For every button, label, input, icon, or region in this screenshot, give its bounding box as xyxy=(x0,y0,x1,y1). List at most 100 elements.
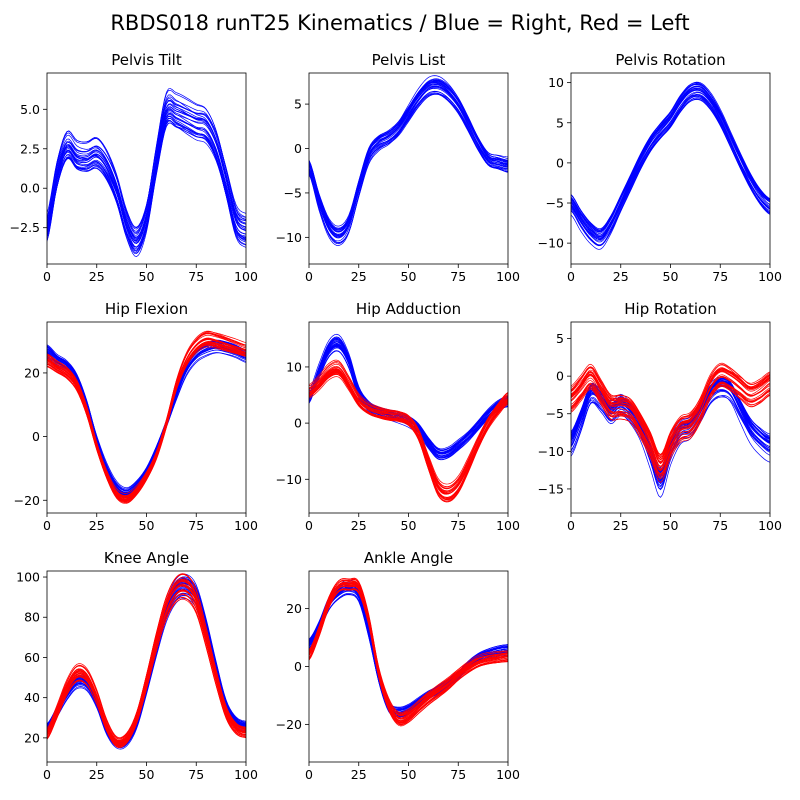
x-tick-label: 0 xyxy=(43,767,51,782)
trace-line xyxy=(571,86,770,242)
trace-line xyxy=(309,587,508,714)
trace-line xyxy=(309,366,508,499)
trace-line xyxy=(309,586,508,716)
trace-line xyxy=(47,574,246,740)
trace-line xyxy=(309,582,508,711)
trace-line xyxy=(309,579,508,713)
x-tick-label: 50 xyxy=(139,518,155,533)
trace-line xyxy=(309,588,508,708)
trace-line xyxy=(309,86,508,238)
x-tick-label: 25 xyxy=(351,767,367,782)
series-right xyxy=(47,573,246,750)
y-tick-label: 0 xyxy=(294,141,302,156)
axes-frame xyxy=(46,321,247,514)
x-tick-label: 75 xyxy=(450,518,466,533)
x-tick-label: 25 xyxy=(89,518,105,533)
x-tick-label: 50 xyxy=(139,269,155,284)
y-tick-label: 0 xyxy=(556,369,564,384)
trace-line xyxy=(47,334,246,497)
trace-line xyxy=(47,337,246,504)
trace-line xyxy=(309,370,508,499)
series-left xyxy=(47,573,246,749)
x-tick-label: 75 xyxy=(188,269,204,284)
trace-line xyxy=(309,582,508,716)
x-tick-label: 0 xyxy=(43,518,51,533)
trace-line xyxy=(309,588,508,717)
x-tick-label: 0 xyxy=(305,518,313,533)
trace-line xyxy=(571,86,770,237)
subplot-title: Pelvis Rotation xyxy=(615,51,725,69)
x-tick-label: 50 xyxy=(401,269,417,284)
x-tick-label: 25 xyxy=(613,269,629,284)
x-tick-label: 75 xyxy=(450,767,466,782)
trace-line xyxy=(309,371,508,500)
trace-line xyxy=(309,582,508,714)
trace-line xyxy=(47,122,246,252)
subplot-title: Hip Rotation xyxy=(624,300,716,318)
y-tick-label: 10 xyxy=(548,75,564,90)
subplot-title: Pelvis List xyxy=(372,51,446,69)
trace-line xyxy=(571,362,770,458)
trace-line xyxy=(309,582,508,722)
trace-line xyxy=(309,583,508,715)
trace-line xyxy=(309,581,508,720)
trace-line xyxy=(309,589,508,716)
trace-line xyxy=(309,81,508,227)
subplot-hip-adduction: 0 25 50 75 100 −10 0 10 Hip Adduction xyxy=(276,300,520,533)
x-tick-label: 25 xyxy=(89,269,105,284)
y-tick-label: −15 xyxy=(538,481,564,496)
trace-line xyxy=(309,587,508,714)
trace-line xyxy=(47,573,246,738)
trace-line xyxy=(309,78,508,231)
trace-line xyxy=(309,369,508,502)
y-tick-label: −10 xyxy=(538,444,564,459)
y-tick-label: 0.0 xyxy=(20,181,40,196)
trace-line xyxy=(309,578,508,719)
x-tick-label: 100 xyxy=(496,767,520,782)
trace-line xyxy=(571,386,770,480)
x-tick-label: 75 xyxy=(712,269,728,284)
y-tick-label: −20 xyxy=(276,717,302,732)
trace-line xyxy=(309,338,508,452)
trace-line xyxy=(47,344,246,500)
trace-line xyxy=(309,374,508,493)
x-tick-label: 75 xyxy=(188,518,204,533)
trace-line xyxy=(309,589,508,711)
x-tick-label: 50 xyxy=(139,767,155,782)
trace-line xyxy=(47,88,246,234)
series-left xyxy=(571,362,770,483)
trace-line xyxy=(309,368,508,501)
trace-line xyxy=(309,376,508,494)
trace-line xyxy=(309,374,508,493)
y-tick-label: 0 xyxy=(294,659,302,674)
y-tick-label: 20 xyxy=(24,365,40,380)
x-tick-label: 100 xyxy=(496,269,520,284)
x-tick-label: 0 xyxy=(305,269,313,284)
trace-line xyxy=(309,580,508,722)
trace-line xyxy=(309,580,508,715)
subplot-title: Hip Flexion xyxy=(105,300,188,318)
y-tick-label: 5 xyxy=(556,331,564,346)
x-tick-label: 50 xyxy=(663,518,679,533)
y-tick-label: 5 xyxy=(294,97,302,112)
x-tick-label: 50 xyxy=(401,518,417,533)
trace-line xyxy=(47,349,246,491)
trace-line xyxy=(571,99,770,243)
trace-line xyxy=(309,588,508,711)
trace-line xyxy=(309,584,508,710)
y-tick-label: −5 xyxy=(284,185,302,200)
trace-line xyxy=(309,579,508,719)
trace-line xyxy=(571,368,770,459)
trace-line xyxy=(309,343,508,451)
y-tick-label: 5.0 xyxy=(20,102,40,117)
trace-line xyxy=(309,587,508,716)
trace-line xyxy=(571,81,770,233)
x-tick-label: 0 xyxy=(305,767,313,782)
y-tick-label: 0 xyxy=(32,429,40,444)
x-tick-label: 25 xyxy=(351,518,367,533)
y-tick-label: 20 xyxy=(24,730,40,745)
trace-line xyxy=(47,347,246,490)
trace-line xyxy=(47,573,246,740)
series-right xyxy=(309,579,508,718)
